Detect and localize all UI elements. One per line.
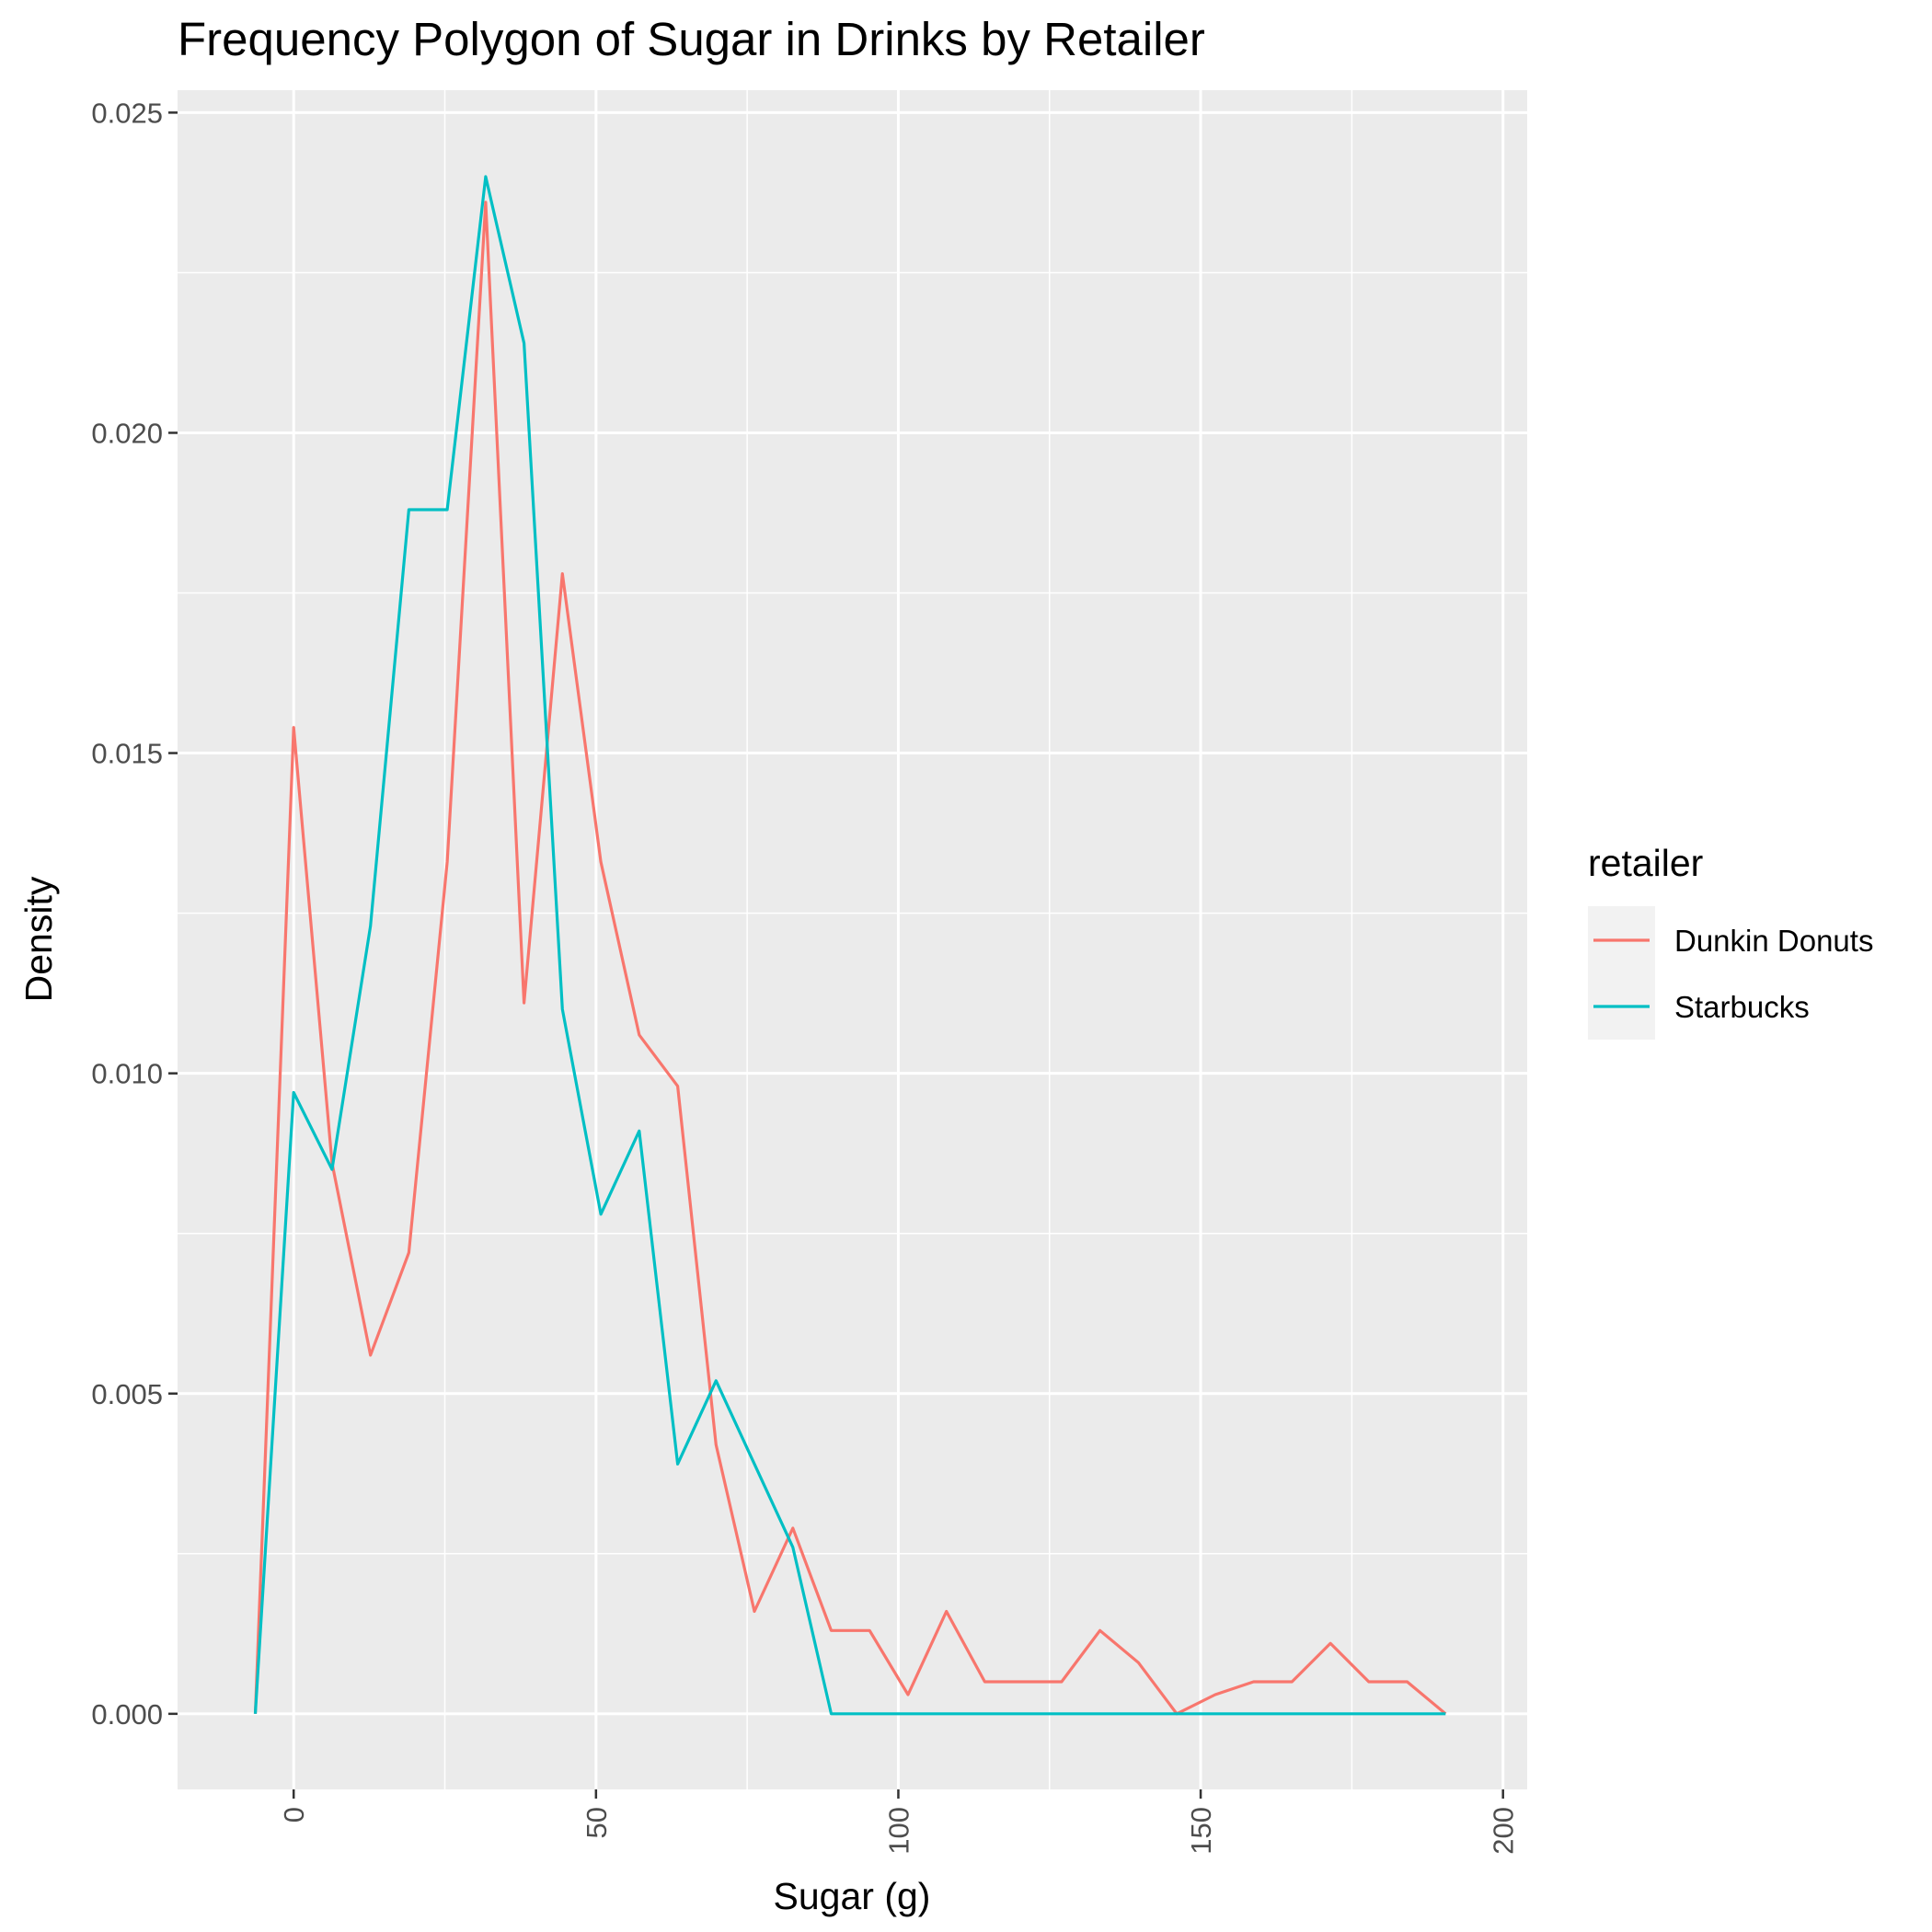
legend-items: Dunkin Donuts Starbucks bbox=[1593, 924, 1873, 1024]
plot-panel bbox=[178, 90, 1527, 1789]
legend-title: retailer bbox=[1588, 842, 1703, 884]
legend-label-starbucks: Starbucks bbox=[1674, 990, 1810, 1024]
x-tick-label: 100 bbox=[882, 1807, 914, 1855]
y-axis: 0.000 0.005 0.010 0.015 0.020 0.025 bbox=[91, 97, 178, 1731]
y-tick-label: 0.010 bbox=[91, 1058, 163, 1090]
series-layer bbox=[253, 175, 1447, 1716]
grid-minor bbox=[178, 90, 1527, 1789]
legend-key-background bbox=[1588, 906, 1655, 1040]
chart-title: Frequency Polygon of Sugar in Drinks by … bbox=[178, 13, 1205, 65]
x-tick-label: 200 bbox=[1488, 1807, 1520, 1855]
y-tick-label: 0.005 bbox=[91, 1378, 163, 1410]
x-axis: 0 50 100 150 200 bbox=[278, 1789, 1520, 1855]
x-tick-label: 150 bbox=[1185, 1807, 1217, 1855]
y-axis-title: Density bbox=[17, 876, 60, 1002]
grid-major bbox=[178, 90, 1527, 1789]
legend-label-dunkin-donuts: Dunkin Donuts bbox=[1674, 924, 1873, 958]
y-tick-label: 0.000 bbox=[91, 1698, 163, 1731]
y-tick-label: 0.025 bbox=[91, 97, 163, 129]
x-axis-title: Sugar (g) bbox=[774, 1875, 931, 1917]
series-line-starbucks bbox=[253, 175, 1446, 1716]
y-tick-label: 0.015 bbox=[91, 738, 163, 770]
x-tick-label: 50 bbox=[581, 1807, 613, 1838]
x-tick-label: 0 bbox=[278, 1807, 310, 1823]
series-line-dunkin-donuts bbox=[253, 201, 1447, 1716]
legend: retailer Dunkin Donuts Starbucks bbox=[1588, 842, 1873, 1040]
y-tick-label: 0.020 bbox=[91, 417, 163, 449]
